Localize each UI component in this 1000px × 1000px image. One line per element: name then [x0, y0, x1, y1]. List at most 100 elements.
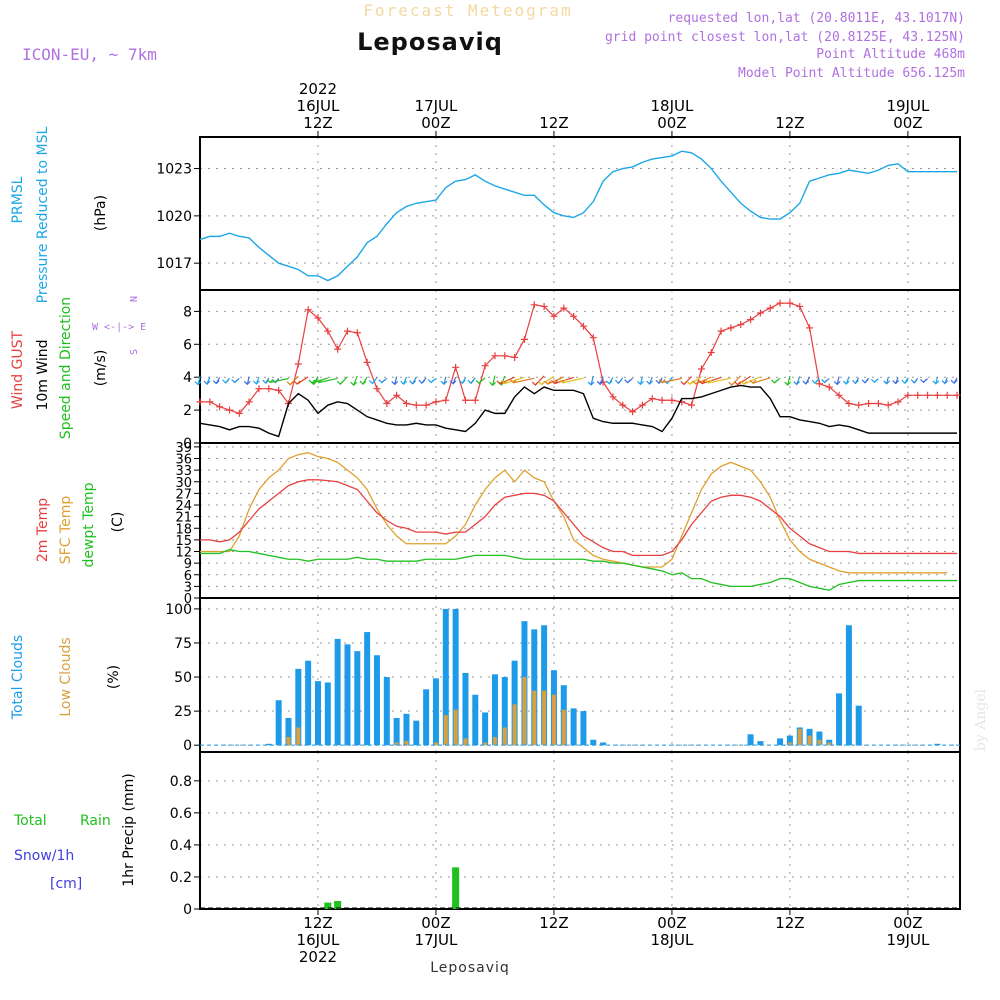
bottom-time-label: 16JUL — [297, 931, 340, 949]
label-total-clouds: Total Clouds — [10, 635, 26, 720]
gust-marker — [579, 322, 587, 330]
gust-marker — [924, 391, 932, 399]
cloud-panel-labels: Total Clouds Low Clouds (%) — [10, 635, 122, 720]
total-clouds-bar — [757, 741, 764, 746]
wind-arrow-head — [231, 379, 239, 384]
gust-marker — [776, 299, 784, 307]
wind-arrow-head — [605, 380, 613, 385]
wind-panel-labels: Wind GUST 10m Wind Speed and Direction (… — [10, 296, 146, 439]
y-tick-label: 18 — [175, 522, 192, 537]
low-clouds-bar — [532, 690, 537, 746]
rain-bar — [452, 867, 460, 909]
bottom-time-label: 00Z — [421, 914, 450, 932]
panel-frame — [199, 136, 961, 291]
bottom-time-label: 2022 — [299, 948, 337, 966]
total-clouds-bar — [462, 672, 469, 746]
total-clouds-bar — [590, 739, 597, 746]
wind-arrow-head — [501, 380, 509, 385]
gust-marker — [383, 400, 391, 408]
wind-arrow-head — [359, 380, 367, 386]
gust-marker — [953, 391, 961, 399]
wind-arrow-head — [293, 380, 301, 385]
wind-arrow-head — [842, 380, 850, 385]
total-clouds-bar — [344, 644, 351, 746]
wind-arrow-head — [496, 380, 504, 385]
wind-arrow-head — [646, 380, 653, 385]
wind-arrow-head — [315, 379, 323, 384]
wind-arrow-head — [286, 381, 294, 386]
gust-marker — [471, 396, 479, 404]
label-prmsl: PRMSL — [10, 176, 26, 223]
wind-arrow-head — [559, 379, 567, 384]
wind-direction-arrow — [513, 377, 535, 384]
wind-arrow-head — [883, 380, 891, 385]
wind-direction-arrow — [547, 376, 565, 385]
y-tick-label: 0.4 — [170, 838, 192, 854]
gust-marker — [314, 314, 322, 322]
wind-arrow-head — [489, 381, 497, 387]
label-percent: (%) — [106, 665, 122, 689]
gust-marker — [225, 406, 233, 414]
wind-arrow-head — [409, 380, 417, 385]
gust-marker — [638, 401, 646, 409]
wind-arrow-head — [793, 381, 801, 386]
gust-marker — [560, 304, 568, 312]
gust-marker — [904, 391, 912, 399]
low-clouds-bar — [522, 677, 527, 746]
total-clouds-bar — [403, 713, 410, 746]
wind-arrow-head — [262, 379, 270, 385]
wind-arrow-head — [870, 378, 878, 384]
compass-n: N — [129, 296, 140, 302]
y-tick-label: 1017 — [156, 256, 192, 272]
total-clouds-bar — [442, 608, 449, 746]
y-tick-label: 15 — [175, 534, 192, 549]
y-tick-label: 0.2 — [170, 870, 192, 886]
wind-arrow-head — [266, 379, 274, 384]
top-time-label: 2022 — [299, 80, 337, 98]
gust-marker — [707, 349, 715, 357]
bottom-time-label: 19JUL — [886, 931, 929, 949]
bottom-time-label: 18JUL — [650, 931, 693, 949]
total-clouds-bar — [747, 734, 754, 746]
wind-arrow-head — [531, 381, 539, 386]
y-tick-label: 1020 — [156, 209, 192, 225]
bottom-time-label: 12Z — [775, 914, 804, 932]
y-tick-label: 0 — [183, 436, 192, 452]
gust-marker — [835, 391, 843, 399]
total-clouds-bar — [364, 632, 371, 746]
gust-marker — [894, 398, 902, 406]
gust-marker — [422, 401, 430, 409]
wind-arrow-head — [784, 381, 792, 386]
wind-arrow-head — [449, 380, 457, 385]
wind-arrow-head — [861, 379, 869, 384]
chart-title: Leposaviq — [357, 28, 503, 56]
gust-marker — [402, 400, 410, 408]
gust-marker — [855, 401, 863, 409]
gust-marker — [609, 393, 617, 401]
y-tick-label: 27 — [175, 487, 192, 502]
wind-arrow-head — [833, 380, 841, 386]
wind-direction-arrow — [639, 376, 644, 385]
total-clouds-bar — [570, 708, 577, 746]
low-clouds-bar — [561, 709, 566, 746]
wind-direction-arrow — [695, 376, 712, 385]
gust-marker — [481, 362, 489, 370]
total-clouds-bar — [600, 742, 607, 746]
label-low-clouds: Low Clouds — [58, 637, 74, 716]
gust-marker — [845, 400, 853, 408]
wind-arrow-head — [658, 379, 666, 384]
bottom-time-label: 12Z — [303, 914, 332, 932]
total-clouds-bar — [491, 674, 498, 746]
gust-marker — [511, 353, 519, 361]
wind-arrow-head — [705, 379, 712, 384]
y-tick-label: 33 — [175, 464, 192, 479]
bottom-time-label: 00Z — [657, 914, 686, 932]
gust-marker — [363, 358, 371, 366]
low-clouds-bar — [797, 728, 802, 746]
wind-direction-arrow — [743, 376, 761, 385]
gust-marker — [442, 396, 450, 404]
top-time-label: 12Z — [539, 114, 568, 132]
wind-direction-arrow — [752, 377, 771, 384]
label-speed-direction: Speed and Direction — [58, 297, 74, 439]
wind-arrow-head — [771, 379, 778, 384]
